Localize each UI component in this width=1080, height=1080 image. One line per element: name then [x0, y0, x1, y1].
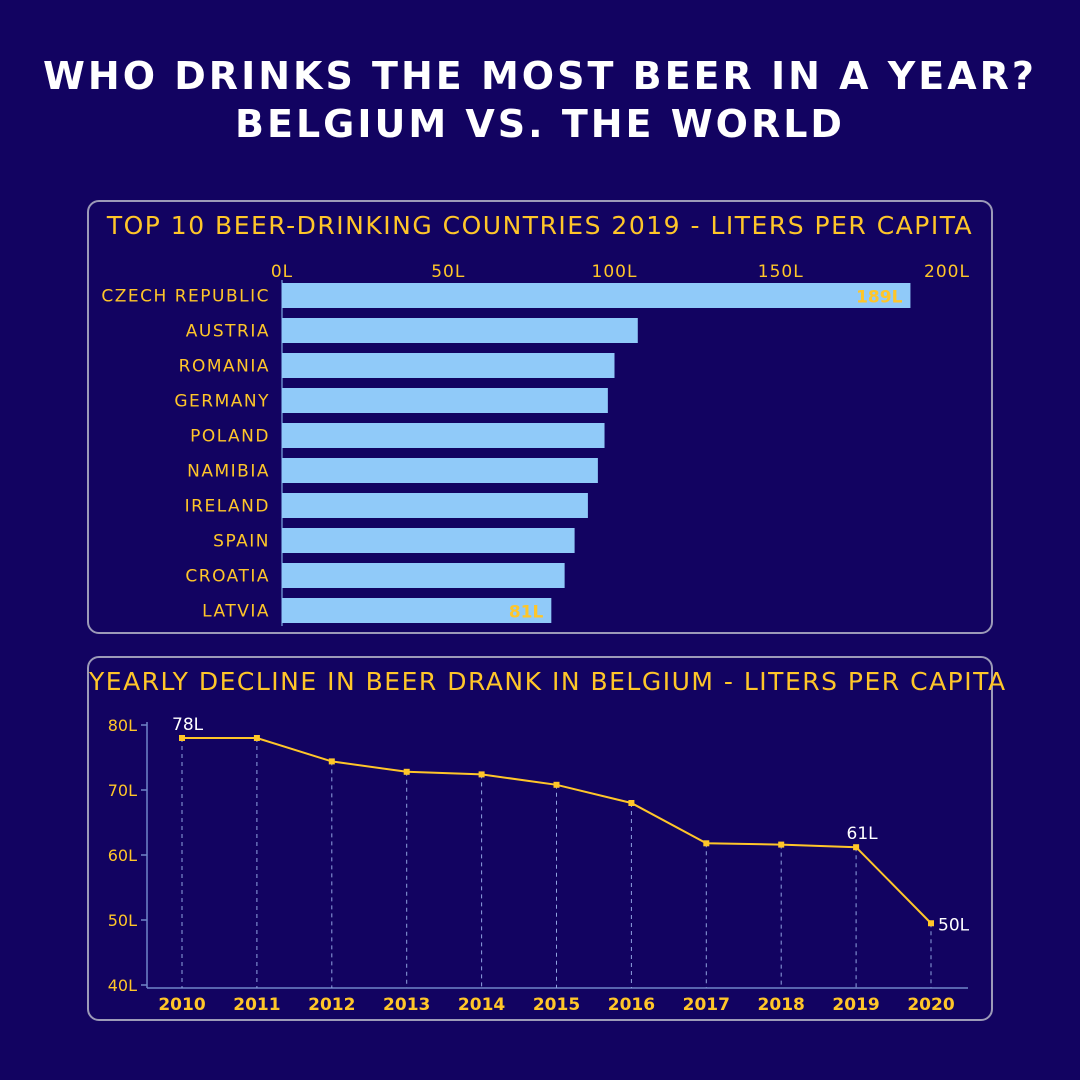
bar-category-label: IRELAND [185, 497, 270, 517]
line-chart-title: YEARLY DECLINE IN BEER DRANK IN BELGIUM … [89, 667, 1007, 696]
bar-spain [282, 528, 575, 553]
bar-category-label: SPAIN [213, 532, 270, 552]
bar-poland [282, 423, 605, 448]
line-point-marker [478, 771, 485, 778]
bar-category-label: NAMIBIA [187, 462, 270, 482]
main-title-line-2: BELGIUM VS. THE WORLD [235, 102, 845, 146]
line-y-tick-label: 60L [108, 846, 137, 865]
bar-czech-republic [282, 283, 911, 308]
line-data-label: 78L [172, 715, 204, 735]
line-x-tick-label: 2016 [608, 995, 655, 1015]
bar-category-label: CROATIA [185, 567, 270, 587]
line-point-marker [853, 844, 860, 851]
line-point-marker [328, 758, 335, 765]
line-x-tick-label: 2018 [758, 995, 805, 1015]
line-x-tick-label: 2015 [533, 995, 580, 1015]
line-y-tick-label: 80L [108, 716, 137, 735]
bar-category-label: ROMANIA [179, 357, 270, 377]
line-x-tick-label: 2014 [458, 995, 505, 1015]
bar-romania [282, 353, 615, 378]
line-point-marker [778, 841, 785, 848]
bar-chart-panel: TOP 10 BEER-DRINKING COUNTRIES 2019 - LI… [87, 200, 993, 634]
bar-latvia [282, 598, 552, 623]
bar-x-tick-label: 100L [592, 262, 638, 282]
line-point-marker [928, 920, 934, 927]
line-x-tick-label: 2011 [233, 995, 280, 1015]
bar-x-tick-label: 50L [431, 262, 465, 282]
line-point-marker [553, 781, 560, 788]
bar-chart-title: TOP 10 BEER-DRINKING COUNTRIES 2019 - LI… [106, 211, 974, 240]
bar-category-label: LATVIA [202, 602, 270, 622]
bar-austria [282, 318, 638, 343]
line-x-tick-label: 2019 [832, 995, 879, 1015]
line-x-tick-label: 2012 [308, 995, 355, 1015]
line-point-marker [179, 735, 185, 741]
line-y-tick-label: 50L [108, 911, 137, 930]
bar-category-label: GERMANY [174, 392, 270, 412]
line-point-marker [403, 768, 410, 775]
bar-category-label: CZECH REPUBLIC [101, 287, 270, 307]
bar-data-label: 81L [509, 603, 544, 623]
line-data-label: 61L [847, 824, 879, 844]
line-series-path [182, 737, 932, 924]
bar-x-tick-label: 0L [271, 262, 293, 282]
bar-category-label: POLAND [190, 427, 270, 447]
bar-data-label: 189L [856, 288, 902, 308]
line-x-tick-label: 2020 [907, 995, 954, 1015]
line-x-tick-label: 2013 [383, 995, 430, 1015]
line-y-tick-label: 40L [108, 976, 137, 995]
line-y-tick-label: 70L [108, 781, 137, 800]
line-x-tick-label: 2010 [158, 995, 205, 1015]
bar-ireland [282, 493, 588, 518]
line-point-marker [628, 800, 635, 806]
bar-x-tick-label: 150L [758, 262, 804, 282]
line-point-marker [703, 840, 710, 847]
line-point-marker [253, 735, 260, 741]
line-chart-panel: YEARLY DECLINE IN BEER DRANK IN BELGIUM … [87, 656, 1007, 1021]
bar-x-tick-label: 200L [924, 262, 970, 282]
line-x-tick-label: 2017 [683, 995, 730, 1015]
bar-germany [282, 388, 608, 413]
bar-namibia [282, 458, 598, 483]
line-data-label: 50L [938, 915, 970, 935]
bar-category-label: AUSTRIA [186, 322, 270, 342]
main-title-line-1: WHO DRINKS THE MOST BEER IN A YEAR? [43, 54, 1037, 98]
bar-croatia [282, 563, 565, 588]
